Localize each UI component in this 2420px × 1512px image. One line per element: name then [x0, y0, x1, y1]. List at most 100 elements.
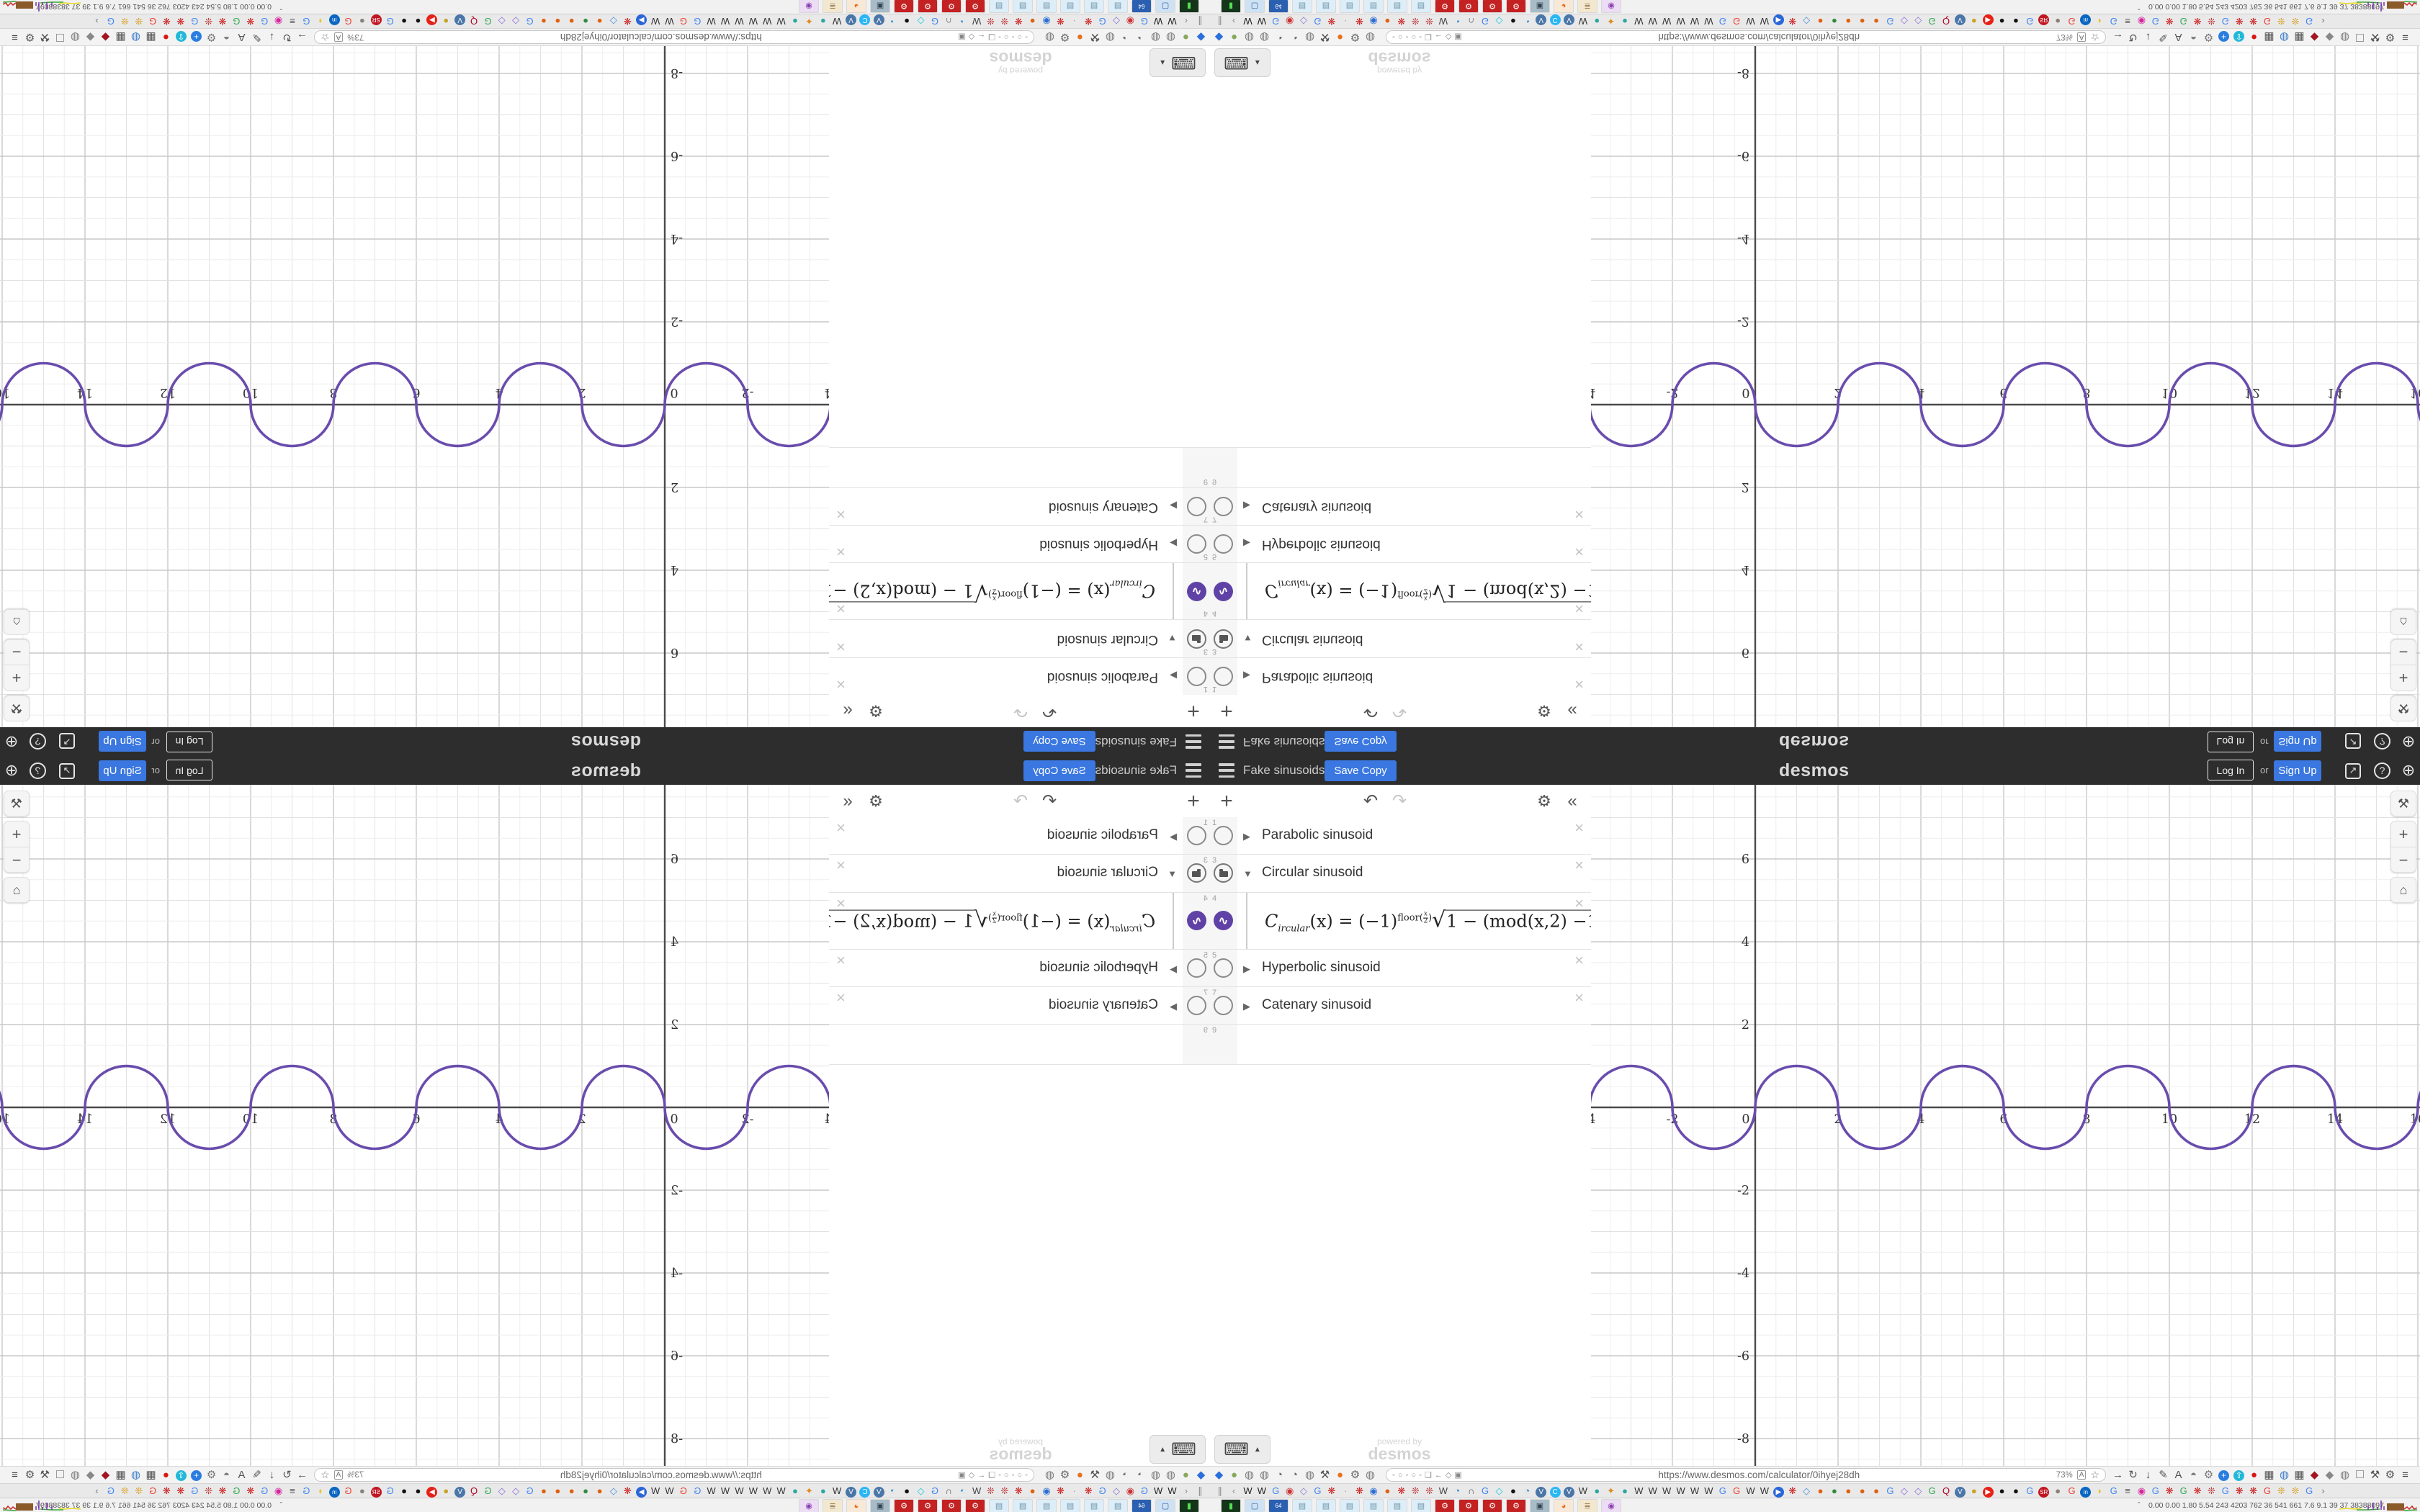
tab-favicon[interactable]: ●: [415, 1485, 421, 1496]
url-bar-icon[interactable]: ←: [977, 32, 986, 42]
taskbar-app-button[interactable]: ▤: [1084, 1499, 1104, 1512]
folder-label[interactable]: Parabolic sinusoid: [1047, 827, 1158, 842]
tab-favicon[interactable]: ●: [1831, 16, 1837, 27]
desmos-wordmark[interactable]: desmos: [570, 732, 641, 752]
tab-favicon[interactable]: ◇: [609, 1485, 617, 1496]
tab-favicon[interactable]: W: [748, 1485, 758, 1496]
browser-action-icon[interactable]: ↓: [2145, 1469, 2151, 1481]
folder-label[interactable]: Hyperbolic sinusoid: [1262, 537, 1381, 552]
tab-favicon[interactable]: ●: [1999, 16, 2005, 27]
taskbar-app-button[interactable]: ▤: [1292, 0, 1312, 13]
folder-expanded-arrow-icon[interactable]: ▼: [1243, 868, 1252, 879]
tab-favicon[interactable]: ›: [95, 1485, 99, 1496]
taskbar-app-button[interactable]: ▢: [1155, 0, 1175, 13]
extension-icon[interactable]: ⚙: [1059, 1469, 1070, 1481]
extension-icon[interactable]: ⚙: [1350, 31, 1361, 43]
tab-favicon[interactable]: G: [679, 16, 687, 27]
tab-favicon[interactable]: ❋: [1014, 1485, 1023, 1496]
address-bar[interactable]: ◦ ○ ◦ ○ ◦ ❏ ← ◇ ▣ https://www.desmos.com/calcula…: [1386, 1468, 2106, 1482]
taskbar-app-button[interactable]: 64: [1131, 0, 1152, 13]
tab-favicon[interactable]: ◉: [274, 16, 283, 27]
tab-favicon[interactable]: G: [694, 16, 702, 27]
tab-favicon[interactable]: ◇: [1914, 16, 1922, 27]
folder-row-hyperbolic[interactable]: 5 ▶ Hyperbolic sinusoid ×: [829, 950, 1210, 987]
folder-row-catenary[interactable]: 7 ▶ Catenary sinusoid ×: [829, 487, 1210, 525]
tab-favicon[interactable]: W: [1154, 1485, 1163, 1496]
tab-favicon[interactable]: ◇: [1112, 1485, 1120, 1496]
circular-sinusoid-curve[interactable]: [0, 361, 829, 448]
zoom-out-button[interactable]: −: [12, 643, 22, 661]
tab-favicon[interactable]: SR: [369, 1485, 383, 1498]
browser-action-icon[interactable]: ◍: [70, 1469, 81, 1481]
tab-favicon[interactable]: W: [1704, 16, 1713, 27]
taskbar-app-button[interactable]: ▤: [1036, 0, 1057, 13]
tab-favicon[interactable]: G: [2151, 1485, 2159, 1496]
tab-favicon[interactable]: ●: [820, 16, 826, 27]
share-icon[interactable]: ↗: [59, 763, 75, 779]
tab-favicon[interactable]: G: [191, 16, 199, 27]
tab-favicon[interactable]: G: [2179, 16, 2187, 27]
tab-favicon[interactable]: ◗: [317, 1485, 323, 1496]
tab-favicon[interactable]: G: [1272, 1485, 1280, 1496]
folder-icon-circle[interactable]: [1187, 534, 1206, 554]
tab-favicon[interactable]: G: [148, 16, 157, 27]
graph-paper[interactable]: -4-20246810121416642-2-4-6-8 ⚒ + − ⌂: [1591, 46, 2420, 727]
tab-favicon[interactable]: G: [484, 1485, 492, 1496]
page-zoom-level[interactable]: 73%: [347, 1470, 364, 1480]
list-settings-icon[interactable]: ⚙: [869, 792, 883, 810]
url-bar-icon[interactable]: ◦: [998, 1470, 1001, 1480]
default-zoom-home-button[interactable]: ⌂: [4, 609, 30, 635]
browser-action-icon[interactable]: ⚙: [2385, 1469, 2396, 1481]
tab-favicon[interactable]: ●: [555, 1485, 561, 1496]
tab-favicon[interactable]: ❊: [120, 1485, 129, 1496]
taskbar-app-button[interactable]: ▤: [1387, 1499, 1407, 1512]
taskbar-app-button[interactable]: ⚙: [1506, 0, 1526, 13]
folder-row-circular[interactable]: 3 ▼ Circular sinusoid ×: [1210, 619, 1591, 657]
taskbar-app-button[interactable]: ◉: [799, 0, 819, 13]
tab-favicon[interactable]: ❊: [1411, 1485, 1420, 1496]
extension-icon[interactable]: ⚒: [1090, 31, 1101, 43]
tab-favicon[interactable]: ▶: [425, 14, 439, 27]
tab-favicon[interactable]: ›: [95, 16, 99, 27]
taskbar-app-button[interactable]: ⚙: [1458, 1499, 1479, 1512]
folder-row-hyperbolic[interactable]: 5 ▶ Hyperbolic sinusoid ×: [1210, 525, 1591, 562]
url-bar-icon[interactable]: ▣: [1454, 1471, 1462, 1480]
tab-favicon[interactable]: ●: [904, 16, 910, 27]
tab-favicon[interactable]: ❋: [2249, 1485, 2258, 1496]
share-icon[interactable]: ↗: [59, 733, 75, 749]
browser-action-icon[interactable]: ◆: [2310, 1469, 2319, 1481]
browser-action-icon[interactable]: ●: [2250, 31, 2258, 43]
tab-favicon[interactable]: ●: [1384, 1485, 1391, 1496]
undo-icon[interactable]: ↶: [1041, 791, 1057, 811]
tab-favicon[interactable]: ●: [596, 1485, 603, 1496]
browser-action-icon[interactable]: ◍: [2339, 1469, 2350, 1481]
folder-row-circular[interactable]: 3 ▼ Circular sinusoid ×: [829, 855, 1210, 893]
tab-favicon[interactable]: W: [665, 16, 674, 27]
url-bar-icon[interactable]: ❏: [1425, 1471, 1432, 1480]
extension-icon[interactable]: ◔: [1121, 1469, 1129, 1481]
browser-action-icon[interactable]: ●: [162, 1469, 170, 1481]
open-folder-icon[interactable]: [1187, 629, 1206, 649]
folder-label[interactable]: Catenary sinusoid: [1262, 997, 1372, 1012]
browser-action-icon[interactable]: ▦: [2264, 1469, 2275, 1481]
taskbar-app-button[interactable]: ▤: [989, 1499, 1009, 1512]
tab-favicon[interactable]: ❋: [176, 1485, 185, 1496]
tab-favicon[interactable]: Q: [470, 16, 478, 27]
tab-favicon[interactable]: ◇: [1914, 1485, 1922, 1496]
taskbar-app-button[interactable]: ▣: [1530, 0, 1550, 13]
url-bar-icon[interactable]: ◦: [1392, 1470, 1395, 1480]
tab-favicon[interactable]: ❋: [1355, 1485, 1364, 1496]
folder-collapsed-arrow-icon[interactable]: ▶: [1243, 1001, 1250, 1012]
delete-row-icon[interactable]: ×: [836, 856, 846, 874]
tab-favicon[interactable]: ◇: [917, 16, 925, 27]
tab-favicon[interactable]: ●: [2055, 1485, 2061, 1496]
tab-favicon[interactable]: ❊: [1000, 1485, 1009, 1496]
tab-favicon[interactable]: C: [858, 1485, 871, 1498]
taskbar-app-button[interactable]: ▮: [1179, 1499, 1199, 1512]
browser-action-icon[interactable]: ⚒: [2370, 31, 2380, 43]
extension-icon[interactable]: ◍: [1044, 31, 1055, 43]
tab-favicon[interactable]: W: [1438, 1485, 1448, 1496]
tab-favicon[interactable]: ❋: [2165, 1485, 2174, 1496]
taskbar-app-button[interactable]: ⚙: [941, 1499, 962, 1512]
tab-favicon[interactable]: G: [1140, 16, 1148, 27]
